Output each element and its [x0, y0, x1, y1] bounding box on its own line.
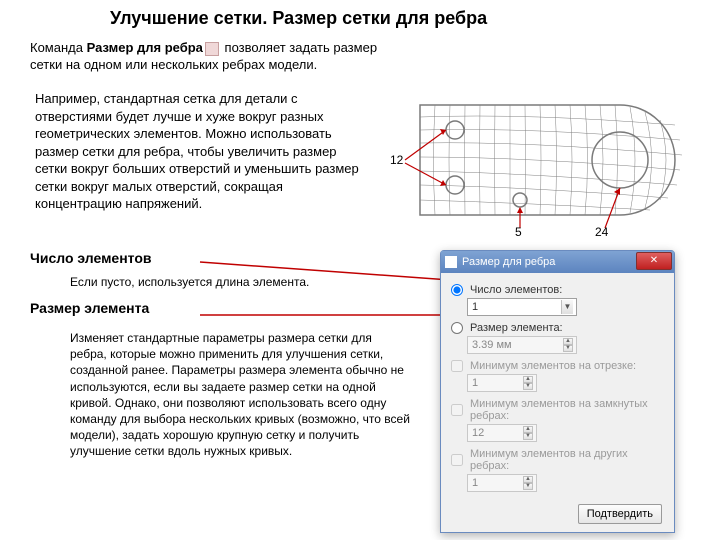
dialog-titlebar[interactable]: Размер для ребра ✕ — [441, 251, 674, 273]
spinner-min-segment[interactable]: ▲▼ — [523, 376, 533, 390]
dropdown-min-other[interactable]: 1 ▲▼ — [467, 474, 537, 492]
radio-num-elements-row: Число элементов: — [451, 284, 664, 296]
dropdown-min-closed[interactable]: 12 ▲▼ — [467, 424, 537, 442]
dropdown-min-segment[interactable]: 1 ▲▼ — [467, 374, 537, 392]
radio-num-elements-label: Число элементов: — [470, 284, 562, 296]
heading-num-elements: Число элементов — [30, 250, 152, 266]
check-min-closed-label: Минимум элементов на замкнутых ребрах: — [470, 398, 664, 422]
check-min-closed-row: Минимум элементов на замкнутых ребрах: — [451, 398, 664, 422]
dropdown-num-elements[interactable]: 1 ▼ — [467, 298, 577, 316]
spinner-min-closed[interactable]: ▲▼ — [523, 426, 533, 440]
heading-size-element: Размер элемента — [30, 300, 149, 316]
mesh-svg — [380, 85, 700, 235]
dialog-edge-size: Размер для ребра ✕ Число элементов: 1 ▼ … — [440, 250, 675, 533]
radio-num-elements[interactable] — [451, 284, 463, 296]
check-min-closed[interactable] — [451, 404, 463, 416]
dialog-body: Число элементов: 1 ▼ Размер элемента: 3.… — [441, 273, 674, 532]
check-min-other-label: Минимум элементов на других ребрах: — [470, 448, 664, 472]
confirm-button[interactable]: Подтвердить — [578, 504, 662, 524]
dropdown-size-element[interactable]: 3.39 мм ▲▼ — [467, 336, 577, 354]
radio-size-element-row: Размер элемента: — [451, 322, 664, 334]
command-icon — [205, 42, 219, 56]
check-min-segment-row: Минимум элементов на отрезке: — [451, 360, 664, 372]
check-min-other-row: Минимум элементов на других ребрах: — [451, 448, 664, 472]
dropdown-num-elements-value: 1 — [472, 301, 478, 313]
callout-24: 24 — [595, 225, 608, 239]
chevron-down-icon: ▼ — [561, 300, 573, 314]
dropdown-min-other-value: 1 — [472, 477, 478, 489]
dropdown-size-element-value: 3.39 мм — [472, 339, 512, 351]
dropdown-min-segment-value: 1 — [472, 377, 478, 389]
close-button[interactable]: ✕ — [636, 252, 672, 270]
check-min-segment-label: Минимум элементов на отрезке: — [470, 360, 636, 372]
body-size-element: Изменяет стандартные параметры размера с… — [70, 330, 410, 460]
spinner-min-other[interactable]: ▲▼ — [523, 476, 533, 490]
dialog-title: Размер для ребра — [462, 256, 555, 268]
body-num-elements: Если пусто, используется длина элемента. — [70, 275, 380, 289]
spinner-size-element[interactable]: ▲▼ — [563, 338, 573, 352]
page-title: Улучшение сетки. Размер сетки для ребра — [110, 8, 487, 29]
example-paragraph: Например, стандартная сетка для детали с… — [35, 90, 365, 213]
check-min-segment[interactable] — [451, 360, 463, 372]
check-min-other[interactable] — [451, 454, 463, 466]
dropdown-min-closed-value: 12 — [472, 427, 484, 439]
intro-command-name: Размер для ребра — [87, 40, 203, 55]
mesh-figure: 12 5 24 — [380, 85, 700, 235]
intro-pre: Команда — [30, 40, 87, 55]
window-icon — [445, 256, 457, 268]
callout-5: 5 — [515, 225, 522, 239]
radio-size-element-label: Размер элемента: — [470, 322, 563, 334]
radio-size-element[interactable] — [451, 322, 463, 334]
intro-paragraph: Команда Размер для ребра позволяет задат… — [30, 40, 410, 74]
callout-12: 12 — [390, 153, 403, 167]
